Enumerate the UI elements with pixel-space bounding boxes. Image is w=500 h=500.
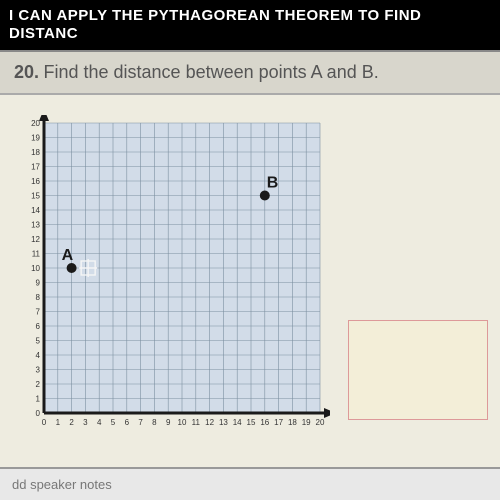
graph-area: 0123456789101112131415161718192001234567… bbox=[0, 95, 500, 475]
svg-text:10: 10 bbox=[31, 264, 40, 273]
svg-text:3: 3 bbox=[36, 366, 41, 375]
svg-text:8: 8 bbox=[36, 293, 41, 302]
speaker-notes-placeholder: dd speaker notes bbox=[12, 477, 112, 492]
svg-text:7: 7 bbox=[138, 418, 143, 427]
svg-text:2: 2 bbox=[36, 380, 41, 389]
svg-text:18: 18 bbox=[31, 148, 40, 157]
problem-card: 20. Find the distance between points A a… bbox=[0, 50, 500, 475]
question-bar: 20. Find the distance between points A a… bbox=[0, 52, 500, 95]
svg-text:18: 18 bbox=[288, 418, 297, 427]
svg-text:8: 8 bbox=[152, 418, 157, 427]
svg-text:20: 20 bbox=[316, 418, 325, 427]
coordinate-grid: 0123456789101112131415161718192001234567… bbox=[10, 115, 330, 445]
svg-text:10: 10 bbox=[178, 418, 187, 427]
svg-text:17: 17 bbox=[31, 163, 40, 172]
svg-text:6: 6 bbox=[36, 322, 41, 331]
svg-text:1: 1 bbox=[56, 418, 61, 427]
question-number: 20. bbox=[14, 62, 39, 82]
question-prompt: Find the distance between points A and B… bbox=[43, 62, 378, 82]
svg-text:14: 14 bbox=[31, 206, 40, 215]
svg-text:13: 13 bbox=[219, 418, 228, 427]
svg-text:12: 12 bbox=[31, 235, 40, 244]
svg-text:14: 14 bbox=[233, 418, 242, 427]
svg-text:15: 15 bbox=[247, 418, 256, 427]
svg-text:13: 13 bbox=[31, 221, 40, 230]
svg-text:11: 11 bbox=[192, 418, 201, 427]
svg-text:2: 2 bbox=[69, 418, 74, 427]
svg-text:A: A bbox=[62, 247, 74, 264]
svg-text:0: 0 bbox=[36, 409, 41, 418]
svg-text:16: 16 bbox=[31, 177, 40, 186]
svg-text:9: 9 bbox=[166, 418, 171, 427]
svg-text:1: 1 bbox=[36, 395, 41, 404]
svg-text:17: 17 bbox=[274, 418, 283, 427]
svg-text:11: 11 bbox=[32, 250, 41, 259]
svg-text:4: 4 bbox=[36, 351, 41, 360]
speaker-notes-bar[interactable]: dd speaker notes bbox=[0, 467, 500, 500]
svg-text:16: 16 bbox=[260, 418, 269, 427]
svg-text:15: 15 bbox=[31, 192, 40, 201]
svg-text:5: 5 bbox=[36, 337, 41, 346]
svg-text:7: 7 bbox=[36, 308, 41, 317]
svg-text:B: B bbox=[267, 175, 279, 192]
svg-text:9: 9 bbox=[36, 279, 41, 288]
svg-text:4: 4 bbox=[97, 418, 102, 427]
instruction-banner: I CAN APPLY THE PYTHAGOREAN THEOREM TO F… bbox=[0, 0, 500, 50]
svg-text:19: 19 bbox=[31, 134, 40, 143]
svg-text:3: 3 bbox=[83, 418, 88, 427]
svg-text:5: 5 bbox=[111, 418, 116, 427]
answer-box[interactable] bbox=[348, 320, 488, 420]
svg-text:20: 20 bbox=[31, 119, 40, 128]
svg-text:19: 19 bbox=[302, 418, 311, 427]
banner-text: I CAN APPLY THE PYTHAGOREAN THEOREM TO F… bbox=[9, 7, 421, 42]
svg-text:6: 6 bbox=[125, 418, 130, 427]
svg-text:12: 12 bbox=[205, 418, 214, 427]
svg-text:0: 0 bbox=[42, 418, 47, 427]
